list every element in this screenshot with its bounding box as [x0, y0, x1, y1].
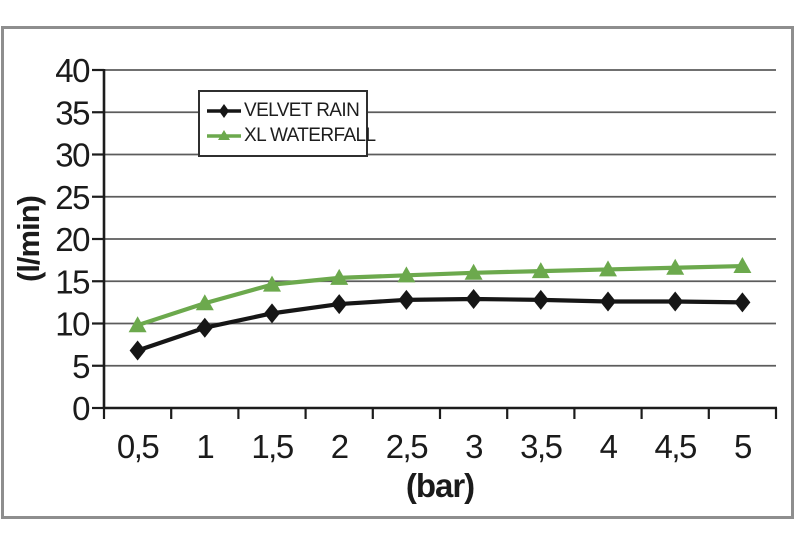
legend-item-velvet-rain: VELVET RAIN — [206, 100, 366, 122]
marker-triangle — [464, 263, 483, 280]
marker-triangle — [330, 268, 349, 285]
y-tick-label-40: 40 — [55, 52, 90, 89]
x-tick-label-1: 1 — [196, 428, 213, 465]
marker-diamond — [331, 294, 348, 315]
velvet-rain-line-marker-icon — [207, 104, 241, 118]
y-tick-label-0: 0 — [72, 390, 90, 427]
x-axis-title: (bar) — [405, 467, 475, 504]
y-tick-label-30: 30 — [55, 137, 90, 174]
marker-diamond — [667, 291, 684, 312]
marker-triangle — [128, 316, 147, 333]
marker-diamond — [219, 104, 229, 118]
x-tick-label-4: 4 — [600, 428, 618, 465]
marker-diamond — [129, 340, 146, 361]
y-tick-label-15: 15 — [55, 263, 89, 300]
marker-triangle — [397, 266, 416, 283]
series-line-xl-waterfall — [136, 263, 743, 328]
y-axis-title: (l/min) — [11, 196, 46, 282]
marker-triangle — [218, 130, 230, 140]
x-tick-label-3: 3 — [465, 428, 482, 465]
x-tick-label-0,5: 0,5 — [117, 428, 159, 465]
legend: VELVET RAIN XL WATERFALL — [198, 90, 376, 157]
legend-label-velvet-rain: VELVET RAIN — [244, 100, 360, 121]
x-tick-label-2: 2 — [331, 428, 348, 465]
x-tick-label-3,5: 3,5 — [520, 428, 562, 465]
marker-diamond — [734, 292, 751, 313]
series-line-velvet-rain — [136, 296, 743, 353]
x-tick-label-4,5: 4,5 — [655, 428, 697, 465]
y-tick-label-25: 25 — [55, 179, 89, 216]
marker-diamond — [532, 289, 549, 310]
x-tick-label-2,5: 2,5 — [386, 428, 428, 465]
marker-triangle — [531, 262, 550, 279]
marker-diamond — [196, 317, 213, 338]
x-tick-label-5: 5 — [734, 428, 751, 465]
marker-diamond — [398, 289, 415, 310]
y-tick-label-20: 20 — [55, 221, 90, 258]
marker-triangle — [599, 260, 617, 277]
marker-diamond — [264, 303, 280, 324]
chart-frame — [1, 26, 794, 519]
marker-diamond — [465, 288, 482, 309]
series-xl-waterfall — [128, 257, 752, 333]
marker-diamond — [600, 291, 616, 312]
marker-triangle — [666, 258, 685, 275]
marker-triangle — [195, 294, 214, 311]
marker-triangle — [263, 275, 281, 292]
series-velvet-rain — [129, 288, 751, 361]
y-tick-label-5: 5 — [72, 348, 89, 385]
legend-item-xl-waterfall: XL WATERFALL — [206, 125, 376, 147]
x-tick-label-1,5: 1,5 — [251, 428, 293, 465]
marker-triangle — [733, 257, 752, 274]
xl-waterfall-line-marker-icon — [207, 130, 241, 140]
y-tick-label-10: 10 — [55, 306, 90, 343]
legend-label-xl-waterfall: XL WATERFALL — [244, 125, 376, 146]
y-tick-label-35: 35 — [55, 94, 89, 131]
